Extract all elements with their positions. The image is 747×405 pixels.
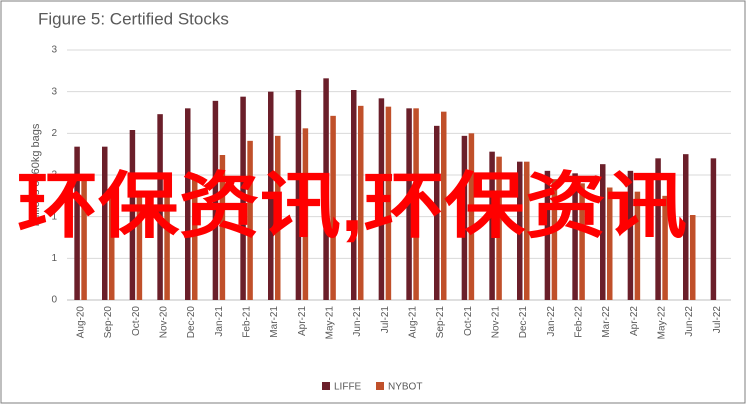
bar — [551, 179, 558, 300]
bar — [358, 105, 364, 300]
x-tick-label: Jan-22 — [546, 306, 557, 337]
bar — [662, 195, 668, 300]
bar — [302, 128, 309, 300]
x-tick-label: Feb-22 — [573, 306, 584, 338]
bar — [406, 108, 412, 300]
bar — [710, 158, 717, 300]
bar — [634, 191, 641, 300]
x-tick-label: Nov-21 — [490, 306, 501, 339]
bar — [683, 154, 689, 300]
bar — [109, 195, 115, 300]
bar — [275, 135, 281, 300]
bar — [441, 111, 447, 301]
bar — [247, 140, 253, 300]
bar — [627, 170, 634, 300]
x-tick-label: Jan-21 — [214, 306, 225, 337]
bar — [434, 125, 440, 300]
x-tick-label: Jul-21 — [380, 306, 391, 334]
bar — [268, 91, 274, 301]
bar — [102, 146, 108, 300]
x-tick-label: Nov-20 — [158, 306, 169, 339]
legend-label: NYBOT — [388, 382, 422, 393]
bar — [655, 158, 661, 300]
bar — [690, 215, 696, 300]
x-tick-label: Feb-21 — [241, 306, 252, 338]
x-tick-label: Sep-20 — [103, 306, 114, 339]
x-tick-label: Jul-22 — [712, 306, 723, 334]
bar — [413, 108, 419, 300]
x-tick-label: Oct-20 — [131, 306, 142, 336]
bar — [579, 183, 585, 300]
y-tick-label: 3 — [51, 45, 57, 56]
chart-title: Figure 5: Certified Stocks — [38, 9, 229, 28]
bar — [185, 108, 191, 300]
x-tick-label: Apr-22 — [629, 306, 640, 336]
bar — [544, 170, 551, 300]
x-tick-label: Jun-21 — [352, 306, 363, 337]
bar — [607, 187, 613, 300]
x-tick-label: Apr-21 — [297, 306, 308, 336]
bar — [129, 130, 136, 300]
bar — [212, 100, 219, 300]
y-tick-label: 2 — [51, 128, 57, 139]
bar — [468, 133, 475, 300]
x-tick-label: Dec-20 — [186, 306, 197, 339]
bar — [600, 164, 606, 300]
x-tick-label: Mar-21 — [269, 306, 280, 338]
bar — [240, 96, 246, 301]
legend-swatch — [322, 382, 330, 390]
bar — [330, 115, 336, 300]
bar — [192, 174, 198, 300]
bar — [378, 98, 385, 300]
bar — [157, 114, 163, 301]
bar — [136, 191, 143, 300]
bar — [323, 78, 329, 300]
x-tick-label: Sep-21 — [435, 306, 446, 339]
y-tick-label: 1 — [51, 211, 57, 222]
bar — [74, 146, 80, 300]
bar — [81, 180, 87, 300]
bar — [524, 161, 530, 300]
x-tick-label: Aug-21 — [407, 306, 418, 339]
bar — [489, 151, 495, 300]
bar — [351, 90, 357, 300]
bar — [219, 155, 226, 300]
bar — [164, 184, 170, 300]
y-axis-label: Millions of 60kg bags — [30, 123, 42, 226]
x-tick-label: Oct-21 — [463, 306, 474, 336]
bar — [295, 90, 302, 300]
legend-label: LIFFE — [334, 382, 362, 393]
bar — [461, 135, 468, 300]
x-tick-label: Jun-22 — [684, 306, 695, 337]
bar — [496, 156, 502, 300]
x-tick-label: May-21 — [324, 306, 335, 340]
bar — [385, 106, 392, 301]
y-tick-label: 2 — [51, 170, 57, 181]
x-tick-label: Aug-20 — [75, 306, 86, 339]
y-tick-label: 1 — [51, 253, 57, 264]
y-tick-label: 0 — [51, 295, 57, 306]
legend-swatch — [376, 382, 384, 390]
x-tick-label: May-22 — [656, 306, 667, 340]
y-tick-label: 3 — [51, 86, 57, 97]
x-tick-label: Mar-22 — [601, 306, 612, 338]
bar — [572, 173, 578, 300]
bar — [517, 161, 523, 300]
x-tick-label: Dec-21 — [518, 306, 529, 339]
watermark: 环保资讯,环保资讯 — [17, 167, 687, 247]
